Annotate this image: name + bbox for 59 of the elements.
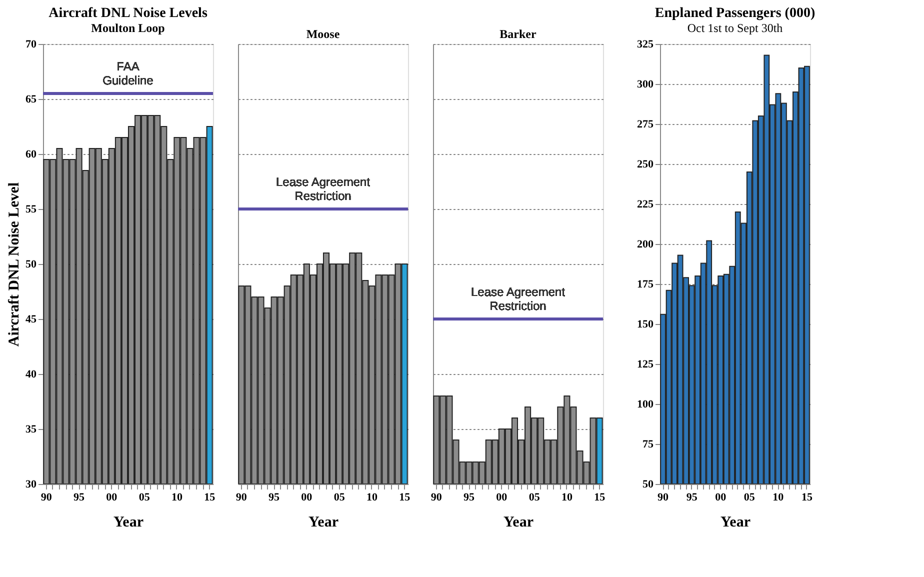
x-tick-label: 90 (430, 492, 442, 504)
y-tick-label: 125 (637, 358, 654, 370)
y-tick-label: 70 (26, 38, 37, 50)
y-tick-label: 300 (637, 78, 654, 90)
chart-title: Enplaned Passengers (000) (654, 6, 816, 21)
x-tick-label: 10 (366, 492, 378, 504)
y-axis-title: Aircraft DNL Noise Level (6, 182, 22, 347)
chart-subtitle: Barker (500, 27, 537, 41)
x-tick-label: 15 (801, 492, 813, 504)
chart-subtitle: Moose (306, 27, 340, 41)
y-tick-label: 275 (637, 118, 654, 130)
chart-subtitle: Moulton Loop (91, 21, 166, 35)
x-tick-label: 05 (744, 492, 756, 504)
chart-subtitle: Oct 1st to Sept 30th (687, 21, 783, 35)
x-tick-label: 00 (715, 492, 727, 504)
x-tick-label: 10 (561, 492, 573, 504)
y-tick-label: 30 (26, 478, 37, 490)
x-tick-label: 00 (301, 492, 313, 504)
y-tick-label: 55 (26, 204, 37, 216)
x-tick-label: 95 (74, 492, 86, 504)
y-tick-label: 60 (26, 148, 37, 160)
y-tick-label: 100 (637, 398, 654, 410)
y-tick-label: 175 (637, 278, 654, 290)
x-tick-label: 10 (772, 492, 784, 504)
chart-title: Aircraft DNL Noise Levels (48, 6, 208, 21)
ref-line-label: Lease Agreement Restriction (276, 175, 371, 203)
x-tick-label: 95 (464, 492, 476, 504)
x-axis-title: Year (308, 514, 339, 530)
x-tick-label: 90 (236, 492, 248, 504)
ref-line-label: Lease Agreement Restriction (470, 285, 566, 313)
y-tick-label: 45 (26, 314, 37, 326)
y-tick-label: 325 (637, 38, 654, 50)
x-tick-label: 00 (496, 492, 508, 504)
x-tick-label: 05 (528, 492, 540, 504)
y-tick-label: 50 (26, 258, 37, 270)
x-tick-label: 15 (204, 492, 216, 504)
y-tick-label: 250 (637, 158, 654, 170)
y-tick-label: 65 (26, 94, 37, 106)
x-axis-title: Year (504, 514, 534, 530)
y-tick-label: 75 (642, 438, 654, 450)
x-tick-label: 15 (399, 492, 411, 504)
y-tick-label: 225 (637, 198, 654, 210)
y-tick-label: 50 (642, 478, 654, 490)
ref-line-label: FAA Guideline (102, 60, 154, 88)
x-tick-label: 05 (334, 492, 346, 504)
x-tick-label: 95 (268, 492, 280, 504)
x-tick-label: 10 (171, 492, 183, 504)
x-tick-label: 00 (106, 492, 118, 504)
x-tick-label: 90 (658, 492, 670, 504)
y-tick-label: 35 (26, 424, 37, 436)
y-tick-label: 150 (637, 318, 654, 330)
y-tick-label: 40 (26, 368, 37, 380)
x-axis-title: Year (114, 514, 144, 530)
y-tick-label: 200 (637, 238, 654, 250)
x-axis-title: Year (720, 514, 751, 530)
x-tick-label: 95 (686, 492, 698, 504)
x-tick-label: 15 (594, 492, 606, 504)
x-tick-label: 90 (40, 492, 52, 504)
x-tick-label: 05 (138, 492, 150, 504)
